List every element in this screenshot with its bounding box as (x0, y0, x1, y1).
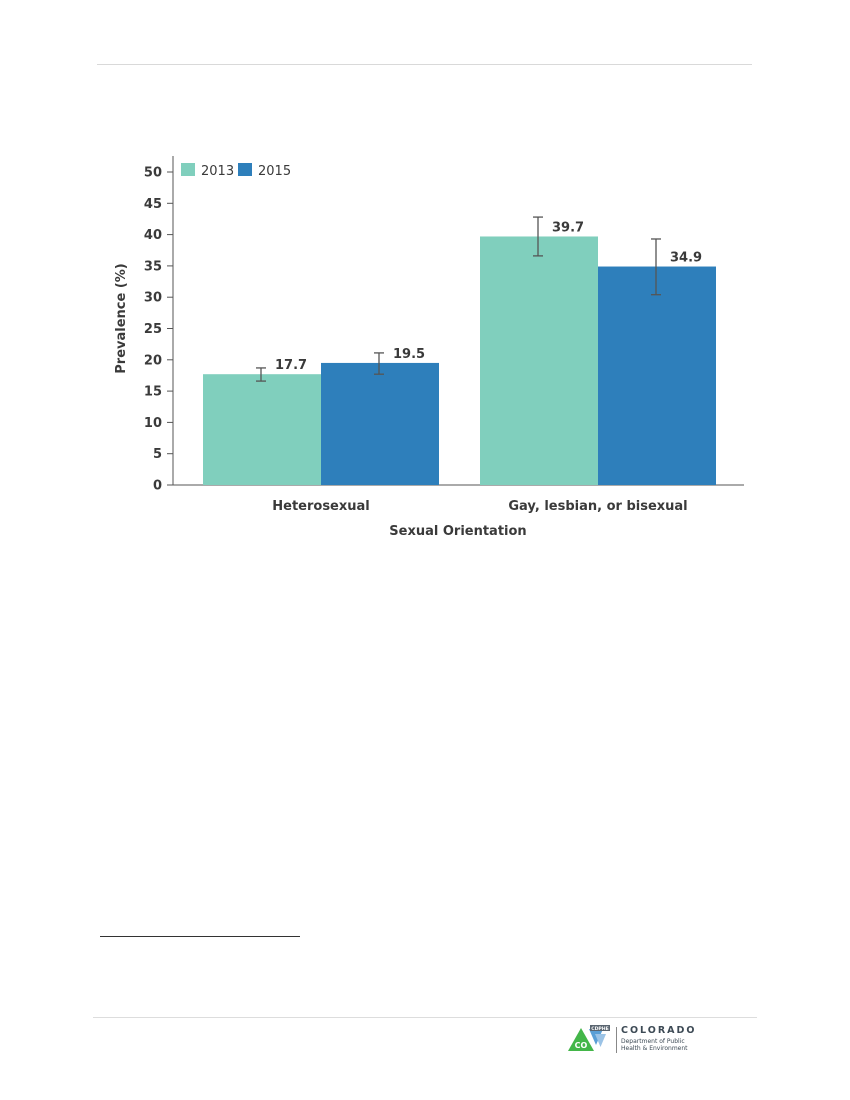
logo-divider (616, 1027, 617, 1053)
data-label: 34.9 (670, 251, 702, 266)
x-category-label: Gay, lesbian, or bisexual (508, 499, 687, 514)
logo-name: COLORADO (621, 1025, 697, 1036)
logo-subtitle-line2: Health & Environment (621, 1045, 688, 1052)
y-tick-label: 35 (144, 259, 162, 274)
legend-label-2013: 2013 (201, 164, 234, 179)
footnote-divider (100, 936, 300, 937)
bar-2013-0 (203, 374, 321, 485)
y-tick-label: 45 (144, 197, 162, 212)
x-category-label: Heterosexual (272, 499, 370, 514)
data-label: 19.5 (393, 347, 425, 362)
data-labels-layer: 17.7 39.7 19.5 34.9 (275, 220, 702, 373)
footer-divider (93, 1017, 757, 1018)
logo-badge-text: CDPHE (591, 1026, 609, 1032)
y-tick-label: 5 (153, 447, 162, 462)
y-tick-label: 25 (144, 322, 162, 337)
logo-mark-text: CO (575, 1041, 588, 1050)
y-tick-label: 0 (153, 479, 162, 494)
header-divider (97, 64, 752, 65)
y-tick-label: 30 (144, 291, 162, 306)
y-tick-label: 15 (144, 385, 162, 400)
y-tick-label: 50 (144, 166, 162, 181)
legend: 2013 2015 (181, 163, 291, 179)
bar-2015-1 (598, 266, 716, 485)
y-tick-label: 10 (144, 416, 162, 431)
y-tick-label: 20 (144, 353, 162, 368)
axes-layer: 0 5 10 15 20 25 30 35 40 45 50 Prevalence (%) Hetero… (114, 156, 744, 539)
data-label: 17.7 (275, 358, 307, 373)
prevalence-bar-chart: 0 5 10 15 20 25 30 35 40 45 50 Prevalence (%) Hetero… (114, 156, 744, 539)
data-label: 39.7 (552, 220, 584, 235)
bar-2013-1 (480, 236, 598, 485)
y-axis-title: Prevalence (%) (114, 263, 129, 374)
cdphe-logo-mark-icon: CDPHE CO (568, 1025, 610, 1051)
legend-label-2015: 2015 (258, 164, 291, 179)
cdphe-logo: CDPHE CO COLORADO Department of Public H… (566, 1024, 706, 1056)
x-axis-title: Sexual Orientation (389, 524, 526, 539)
bars-layer (203, 236, 716, 485)
legend-swatch-2013 (181, 163, 195, 176)
error-bars-layer (256, 216, 661, 382)
y-tick-label: 40 (144, 228, 162, 243)
legend-swatch-2015 (238, 163, 252, 176)
bar-2015-0 (321, 362, 439, 485)
logo-subtitle-line1: Department of Public (621, 1038, 685, 1045)
